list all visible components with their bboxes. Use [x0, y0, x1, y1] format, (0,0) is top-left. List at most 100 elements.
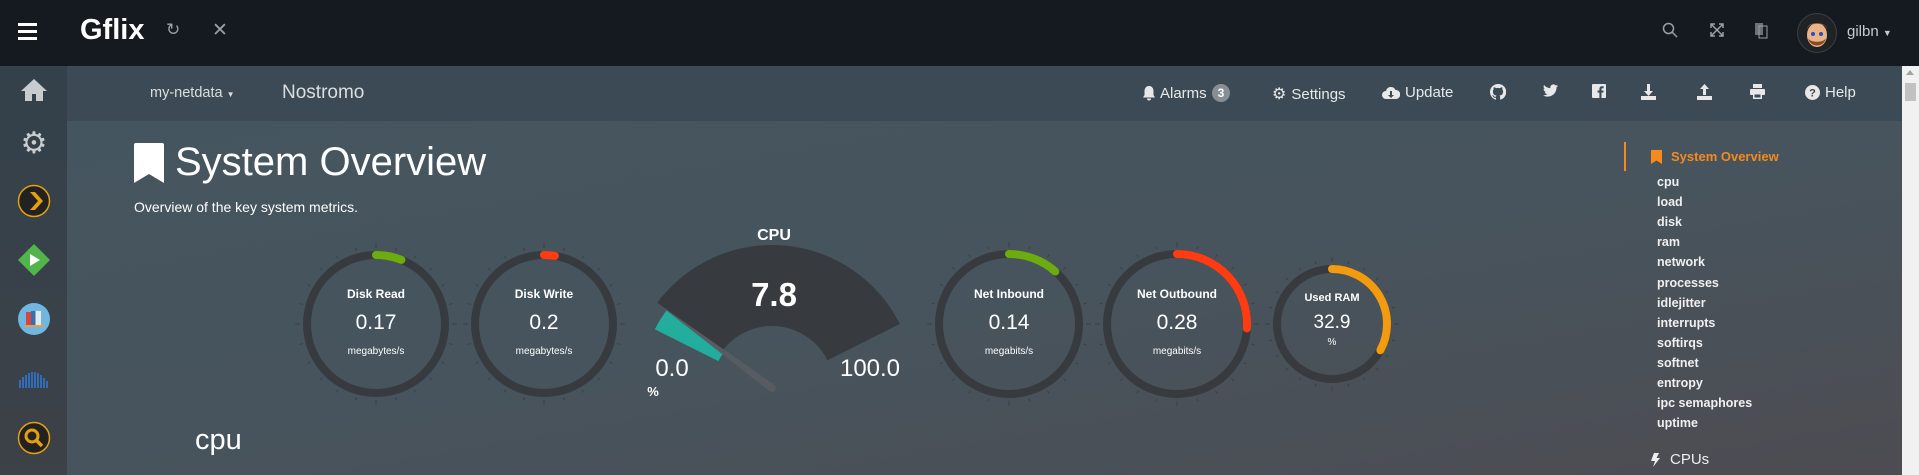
download-button[interactable]	[1641, 84, 1656, 100]
scroll-up-arrow-icon[interactable]	[1906, 70, 1914, 75]
server-menu[interactable]: my-netdata ▼	[150, 85, 235, 101]
ring-gauge-value-arc	[372, 251, 406, 264]
server-menu-label: my-netdata	[150, 85, 223, 101]
ring-gauge-title: Net Outbound	[1137, 287, 1217, 301]
translate-icon[interactable]	[1754, 22, 1768, 44]
update-label: Update	[1405, 84, 1454, 101]
upload-icon	[1697, 84, 1712, 100]
bookmark-icon	[1651, 149, 1662, 164]
chevron-down-icon: ▼	[226, 90, 235, 99]
search-icon[interactable]	[1662, 22, 1678, 43]
gauge-tick	[429, 267, 433, 271]
main-content	[67, 121, 1902, 475]
right-nav-item[interactable]: disk	[1657, 215, 1683, 230]
gauge-tick	[307, 284, 311, 287]
right-nav-item[interactable]: cpu	[1657, 175, 1680, 189]
gauge-tick	[1136, 254, 1139, 258]
gauge-tick	[1375, 367, 1379, 371]
avatar[interactable]	[1797, 13, 1837, 53]
gauge-tick	[336, 389, 339, 393]
right-nav-item[interactable]: interrupts	[1657, 315, 1716, 330]
svg-text:?: ?	[1809, 88, 1816, 100]
emby-icon[interactable]	[17, 243, 51, 277]
hostname: Nostromo	[282, 82, 365, 103]
close-icon[interactable]: ✕	[212, 20, 228, 41]
gauge-tick	[441, 284, 445, 287]
help-button[interactable]: ? Help	[1805, 84, 1856, 101]
gauge-tick	[1269, 306, 1273, 309]
gauge-tick	[523, 247, 525, 251]
right-nav-item[interactable]: network	[1657, 255, 1705, 270]
cpu-gauge-needle-pivot	[768, 384, 776, 392]
scrollbar[interactable]	[1902, 66, 1919, 475]
ring-gauge-unit: megabytes/s	[347, 346, 405, 357]
right-nav-item[interactable]: softnet	[1657, 355, 1699, 370]
gauge-tick	[1362, 267, 1365, 271]
home-icon[interactable]	[17, 73, 51, 107]
alarms-button[interactable]: Alarms 3	[1143, 84, 1231, 102]
gauge-tick	[475, 361, 479, 364]
ring-gauge-value-arc	[540, 251, 559, 260]
alarms-count-badge: 3	[1211, 84, 1231, 102]
right-nav-item[interactable]: softirqs	[1657, 335, 1703, 350]
cpu-gauge-needle	[653, 299, 775, 392]
github-icon	[1490, 84, 1506, 100]
right-nav-item[interactable]: processes	[1657, 275, 1719, 290]
gauge-tick	[1243, 283, 1247, 286]
right-nav-section-cpus[interactable]: CPUs	[1651, 451, 1709, 468]
app-title[interactable]: Gflix	[80, 14, 145, 46]
upload-button[interactable]	[1697, 84, 1712, 100]
gauge-tick	[1231, 378, 1234, 381]
gauge-tick	[617, 303, 621, 305]
gauge-tick	[1314, 261, 1317, 265]
gauge-tick	[1047, 390, 1050, 394]
page-subtitle: Overview of the key system metrics.	[134, 199, 359, 215]
plex-icon[interactable]	[17, 184, 51, 218]
gauge-tick	[1385, 291, 1389, 294]
books-icon[interactable]	[17, 302, 51, 336]
gauge-tick	[1075, 283, 1079, 286]
gauge-tick	[336, 255, 339, 259]
search-icon[interactable]	[17, 421, 51, 455]
right-nav-item[interactable]: ipc semaphores	[1657, 396, 1753, 411]
soundcloud-icon[interactable]	[17, 363, 51, 397]
gauge-tick	[931, 343, 935, 346]
gauge-tick	[581, 389, 584, 393]
right-nav-active[interactable]: System Overview	[1651, 149, 1779, 164]
github-button[interactable]	[1490, 84, 1506, 100]
scrollbar-thumb[interactable]	[1905, 83, 1916, 101]
ring-gauge-title: Net Inbound	[974, 287, 1044, 301]
right-nav-item[interactable]: uptime	[1657, 416, 1698, 431]
twitter-button[interactable]	[1543, 84, 1558, 97]
user-menu[interactable]: gilbn ▼	[1847, 23, 1892, 40]
gauge-tick	[1285, 367, 1289, 371]
cpu-gauge-unit: %	[647, 384, 659, 399]
gauge-tick	[1047, 254, 1050, 258]
cpu-gauge-title: CPU	[757, 227, 791, 244]
section-heading-cpu: cpu	[195, 424, 242, 456]
settings-label: Settings	[1291, 85, 1346, 103]
right-nav-item[interactable]: entropy	[1657, 376, 1703, 390]
ring-gauge-value: 0.17	[355, 311, 397, 334]
right-nav-item[interactable]: idlejitter	[1657, 295, 1706, 310]
ring-gauge-unit: megabits/s	[984, 346, 1034, 357]
fullscreen-icon[interactable]	[1709, 22, 1725, 43]
print-button[interactable]	[1750, 84, 1765, 99]
bell-icon	[1143, 85, 1155, 100]
gauge-tick	[597, 267, 601, 271]
gauge-tick	[355, 247, 357, 251]
gauge-tick	[1251, 302, 1255, 305]
update-button[interactable]: Update	[1382, 84, 1453, 101]
facebook-button[interactable]	[1592, 84, 1606, 98]
refresh-icon[interactable]: ↻	[166, 20, 181, 39]
settings-button[interactable]: ⚙ Settings	[1272, 84, 1346, 104]
gauge-tick	[1028, 246, 1031, 250]
right-nav-item[interactable]: ram	[1657, 235, 1680, 250]
right-nav-item[interactable]: load	[1657, 195, 1683, 210]
ring-gauge-value-arc	[1328, 265, 1391, 355]
gauge-tick	[355, 397, 357, 401]
menu-icon[interactable]	[18, 23, 37, 40]
page-title: System Overview	[175, 140, 487, 184]
gauge-tick	[1120, 378, 1123, 381]
gear-icon[interactable]: ⚙	[20, 126, 48, 160]
